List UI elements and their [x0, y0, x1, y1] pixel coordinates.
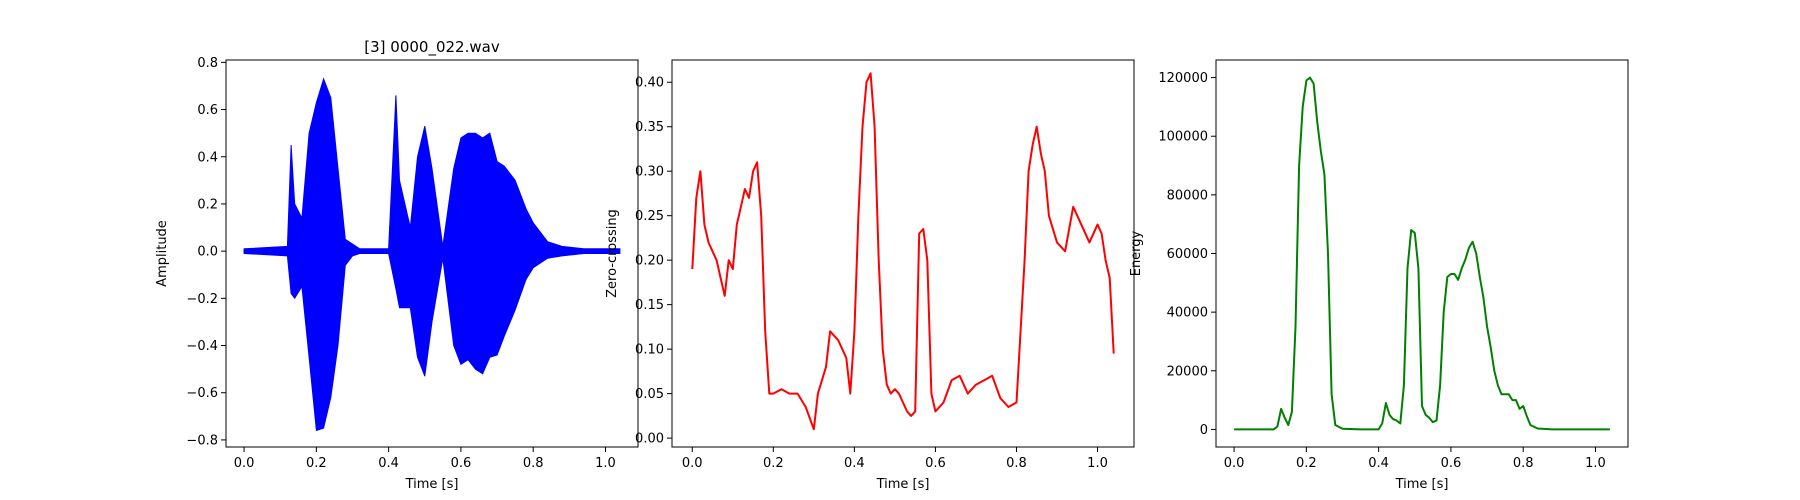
chart-1: 0.0 0.2 0.4 0.6 0.8 1.0 −0.8 −0.6 −0.4 −0.2 0.0 0.2… — [155, 38, 639, 492]
y-tick-label: −0.6 — [186, 386, 218, 401]
y-tick-label: 0.0 — [197, 245, 218, 260]
x-tick-label: 0.0 — [1224, 456, 1245, 471]
x-tick-label: 0.0 — [682, 456, 703, 471]
axes-frame — [671, 59, 1135, 448]
y-tick-label: 0.4 — [197, 150, 218, 165]
x-tick-label: 0.6 — [451, 456, 472, 471]
x-tick-label: 0.8 — [523, 456, 544, 471]
y-axis-label: Amplitude — [155, 220, 170, 287]
charts: 0.0 0.2 0.4 0.6 0.8 1.0 −0.8 −0.6 −0.4 −0.2 0.0 0.2… — [155, 38, 1629, 492]
x-tick-label: 0.2 — [763, 456, 784, 471]
y-tick-label: 0.05 — [635, 387, 664, 402]
x-tick-label: 1.0 — [1087, 456, 1108, 471]
y-tick-label: 0.6 — [197, 103, 218, 118]
plot-area — [691, 72, 1115, 431]
y-tick-label: −0.8 — [186, 433, 218, 448]
plot-area — [243, 77, 621, 432]
y-tick-label: 0.25 — [635, 209, 664, 224]
chart-3: 0.0 0.2 0.4 0.6 0.8 1.0 0 20000 40000 60000 80000 1… — [1129, 59, 1629, 492]
y-tick-label: 0.35 — [635, 120, 664, 135]
x-tick-label: 0.4 — [1368, 456, 1389, 471]
y-axis-label: Zero-crossing — [605, 209, 620, 298]
series-line-1 — [1234, 76, 1610, 431]
x-tick-label: 0.2 — [1296, 456, 1317, 471]
y-tick-label: 0.00 — [635, 432, 664, 447]
x-tick-label: 0.4 — [844, 456, 865, 471]
series-line-1 — [691, 72, 1115, 431]
y-tick-label: 80000 — [1167, 188, 1208, 203]
y-tick-label: 0.2 — [197, 197, 218, 212]
x-tick-label: 1.0 — [1585, 456, 1606, 471]
x-axis-label: Time [s] — [1395, 477, 1449, 492]
chart-title: [3] 0000_022.wav — [364, 38, 500, 57]
y-tick-label: 0.8 — [197, 56, 218, 71]
plot-area — [1234, 76, 1610, 431]
y-tick-label: −0.4 — [186, 339, 218, 354]
x-axis-label: Time [s] — [876, 477, 930, 492]
y-tick-label: 0.30 — [635, 165, 664, 180]
y-tick-label: 120000 — [1158, 71, 1208, 86]
y-tick-label: 0.15 — [635, 298, 664, 313]
x-tick-label: 0.2 — [306, 456, 327, 471]
y-tick-label: 0.40 — [635, 76, 664, 91]
y-tick-label: −0.2 — [186, 292, 218, 307]
x-tick-label: 0.8 — [1513, 456, 1534, 471]
y-tick-label: 0 — [1200, 423, 1208, 438]
axes-frame — [225, 59, 639, 448]
y-tick-label: 100000 — [1158, 130, 1208, 145]
x-tick-label: 0.0 — [234, 456, 255, 471]
x-tick-label: 0.4 — [378, 456, 399, 471]
y-tick-label: 40000 — [1167, 306, 1208, 321]
x-tick-label: 0.6 — [925, 456, 946, 471]
chart-2: 0.0 0.2 0.4 0.6 0.8 1.0 0.00 0.05 0.10 0.15 0.20 0.… — [605, 59, 1135, 492]
y-axis-label: Energy — [1129, 230, 1144, 276]
waveform-oscillation — [243, 82, 620, 430]
y-tick-label: 60000 — [1167, 247, 1208, 262]
x-tick-label: 0.8 — [1006, 456, 1027, 471]
x-tick-label: 0.6 — [1441, 456, 1462, 471]
x-tick-label: 1.0 — [595, 456, 616, 471]
x-axis-label: Time [s] — [405, 477, 459, 492]
y-tick-label: 0.10 — [635, 343, 664, 358]
y-tick-label: 20000 — [1167, 364, 1208, 379]
y-tick-label: 0.20 — [635, 254, 664, 269]
